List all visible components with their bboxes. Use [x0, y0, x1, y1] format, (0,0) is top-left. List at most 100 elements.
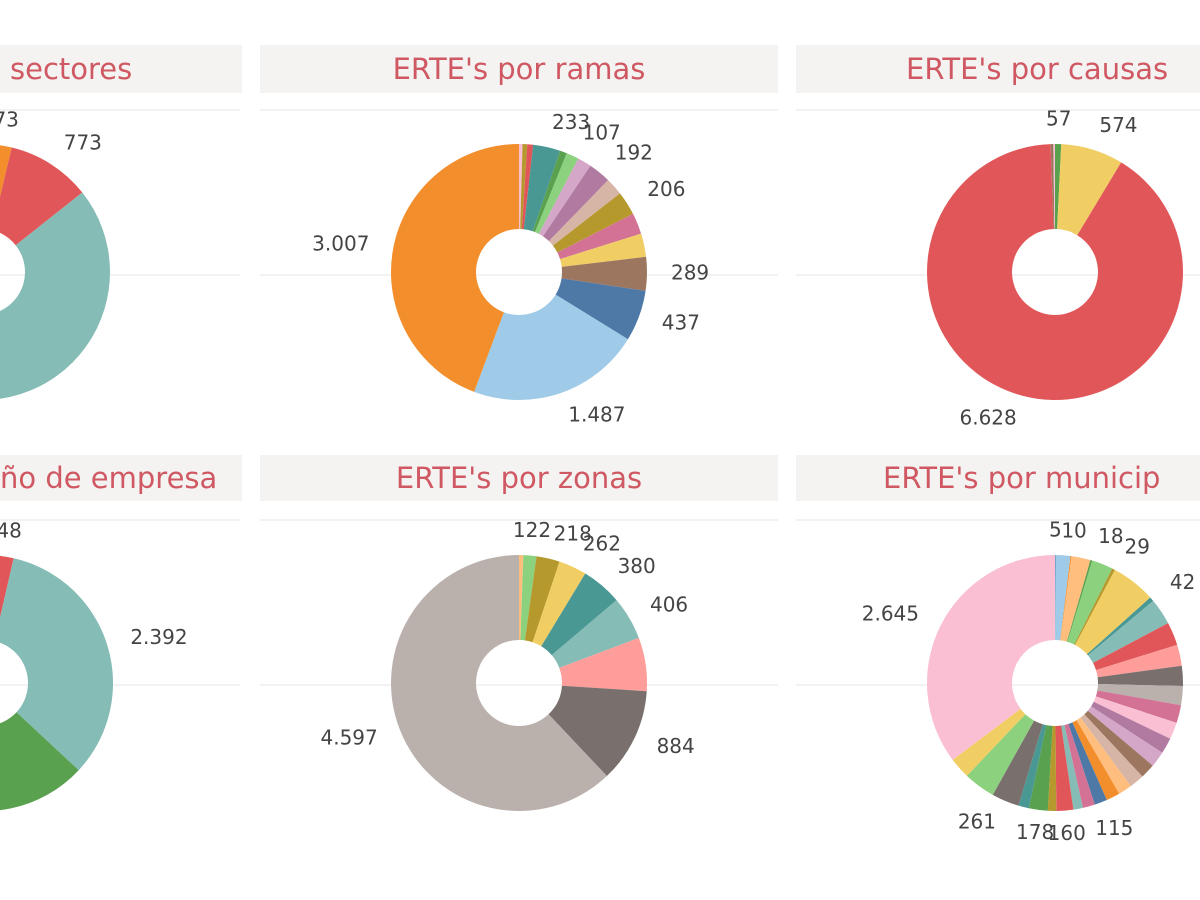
data-label: 289: [671, 261, 709, 285]
donut-slice: [1087, 600, 1169, 663]
donut-slice: [1097, 665, 1183, 687]
donut-slice: [557, 213, 642, 260]
data-label: 6.628: [959, 406, 1016, 430]
donut-slice: [1055, 555, 1056, 641]
donut-slice: [560, 233, 647, 267]
data-label: 380: [618, 554, 656, 578]
donut-slice: [1055, 144, 1062, 230]
donut-slice: [1080, 714, 1143, 787]
donut-slice: [1018, 724, 1047, 809]
donut-slice: [1050, 144, 1055, 230]
data-label: 273: [0, 108, 19, 132]
donut-slice: [1067, 560, 1113, 645]
donut-slice: [1072, 720, 1120, 801]
donut-slice: [532, 150, 567, 233]
donut-slice: [523, 144, 561, 232]
donut-slice: [535, 153, 579, 234]
donut-slice: [1057, 144, 1122, 236]
chart-title: ERTE's por ramas: [393, 52, 646, 86]
donut-slice: [559, 637, 647, 692]
donut-slice: [543, 165, 609, 242]
chart-title: ño de empresa: [0, 461, 217, 495]
data-label: 192: [615, 140, 653, 164]
data-label: 4.597: [320, 726, 377, 750]
donut-slice: [1087, 706, 1163, 766]
donut-slice: [538, 158, 591, 237]
data-label: 178: [1016, 820, 1054, 844]
donut-slice: [548, 180, 620, 246]
data-label: 42: [1170, 570, 1195, 594]
data-label: 115: [1095, 816, 1133, 840]
data-label: 884: [657, 734, 695, 758]
chart-title: ERTE's por zonas: [396, 461, 642, 495]
data-label: 406: [650, 592, 688, 616]
donut-slice: [0, 712, 79, 811]
donut-slice: [927, 555, 1055, 760]
title-band: [796, 455, 1200, 501]
donut-slice: [1047, 725, 1057, 811]
data-label: 1.487: [568, 402, 625, 426]
data-label: 29: [1125, 534, 1150, 558]
donut-slice: [1091, 701, 1171, 753]
title-band: [0, 455, 242, 501]
donut-slice: [0, 145, 12, 197]
donut-slice: [1096, 644, 1182, 678]
title-band: [796, 45, 1200, 93]
donut-slice: [926, 144, 1183, 401]
donut-slice: [992, 720, 1043, 806]
donut-slice: [1092, 623, 1178, 671]
donut-slice: [1066, 560, 1093, 642]
donut-slice: [0, 555, 14, 618]
data-label: 261: [958, 810, 996, 834]
donut-slice: [1061, 724, 1083, 810]
donut-slice: [1095, 690, 1182, 723]
donut-slice: [521, 144, 534, 230]
data-label: 437: [662, 311, 700, 335]
data-label: 206: [647, 177, 685, 201]
donut-slice: [555, 278, 646, 340]
donut-slice: [966, 714, 1035, 795]
chart-title: sectores: [10, 52, 132, 86]
donut-slice: [1055, 555, 1071, 641]
donut-slice: [1060, 556, 1091, 642]
donut-slice: [541, 573, 617, 656]
donut-slice: [1093, 696, 1177, 739]
chart-title: ERTE's por causas: [906, 52, 1168, 86]
donut-slice: [1075, 569, 1151, 655]
chart-title: ERTE's por municip: [883, 461, 1160, 495]
data-label: 233: [552, 110, 590, 134]
data-label: 10: [1061, 519, 1086, 543]
data-label: 160: [1048, 821, 1086, 845]
data-label: 122: [513, 518, 551, 542]
donut-slice: [952, 708, 1026, 776]
data-label: 3.007: [312, 231, 369, 255]
data-label: 248: [0, 519, 22, 543]
donut-slice: [552, 193, 634, 253]
data-label: 2.392: [130, 625, 187, 649]
data-label: 107: [583, 120, 621, 144]
donut-slice: [1076, 717, 1131, 794]
donut-slice: [1086, 597, 1154, 656]
donut-slice: [532, 561, 586, 647]
donut-slice: [474, 294, 628, 400]
donut-slice: [391, 144, 519, 392]
donut-slice: [561, 256, 647, 291]
donut-slice: [391, 555, 607, 812]
donut-slice: [1028, 725, 1053, 811]
data-label: 18: [1098, 524, 1123, 548]
donut-slice: [548, 685, 647, 777]
donut-slice: [1060, 555, 1072, 641]
title-band: [260, 45, 778, 93]
donut-slice: [1053, 144, 1055, 230]
donut-slice: [1097, 684, 1183, 706]
donut-slice: [520, 555, 537, 641]
donut-slice: [1084, 710, 1153, 777]
donut-slice: [1074, 568, 1115, 646]
donut-slice: [519, 144, 523, 230]
donut-slice: [519, 555, 524, 641]
title-band: [0, 45, 242, 93]
data-label: 773: [64, 130, 102, 154]
data-label: 2.645: [862, 602, 919, 626]
